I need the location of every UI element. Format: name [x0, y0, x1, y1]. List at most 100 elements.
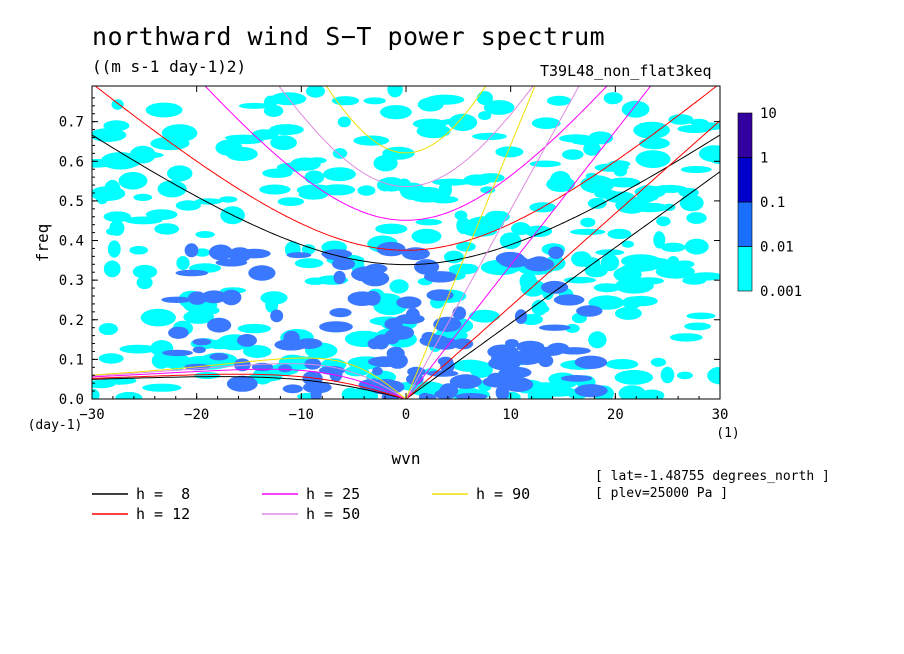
spectrum-patch: [615, 306, 642, 320]
spectrum-patch: [444, 250, 464, 264]
x-tick-label: −20: [184, 407, 209, 423]
spectrum-patch: [167, 165, 193, 182]
spectrum-patch: [560, 375, 593, 382]
spectrum-patch: [565, 323, 580, 333]
spectrum-patch: [607, 228, 632, 239]
spectrum-patch: [209, 353, 229, 361]
spectrum-patch: [707, 366, 720, 385]
spectrum-patch: [301, 244, 316, 255]
spectrum-patch: [133, 193, 153, 201]
legend-label: h = 12: [136, 505, 190, 523]
spectrum-patch: [485, 210, 510, 223]
spectrum-patch: [432, 178, 471, 186]
spectrum-patch: [462, 226, 497, 237]
spectrum-patch: [103, 120, 130, 132]
axes: −30 −20 −10 0 10 20 30 0.0 0.1 0.2 0.3 0.4 0.5 0.6 0.7…: [28, 86, 740, 468]
spectrum-patch: [669, 333, 703, 342]
spectrum-patch: [680, 166, 712, 173]
spectrum-patch: [162, 349, 193, 357]
y-tick-label: 0.1: [59, 352, 84, 368]
spectrum-patch: [472, 132, 507, 140]
dispersion-curves: [92, 86, 720, 399]
spectrum-patch: [587, 197, 607, 209]
y-tick-label: 0.2: [59, 313, 84, 329]
spectrum-patch: [384, 329, 400, 345]
colorbar-label: 0.01: [760, 240, 794, 256]
inertio-gravity-curve: [94, 86, 718, 251]
spectrum-patch: [448, 113, 478, 131]
spectrum-patch: [426, 289, 454, 301]
spectrum-patch: [364, 290, 381, 306]
inertio-gravity-curve: [325, 86, 487, 154]
spectrum-patch: [684, 322, 711, 331]
spectrum-patch: [676, 371, 693, 380]
spectrum-patch: [618, 385, 646, 399]
spectrum-patch: [710, 156, 720, 164]
y-tick-label: 0.0: [59, 392, 84, 408]
spectrum-patch: [438, 386, 452, 398]
kelvin-wave-curve: [405, 86, 536, 399]
spectrum-patch: [593, 182, 609, 193]
y-tick-label: 0.6: [59, 154, 84, 170]
spectrum-patch: [677, 124, 713, 133]
spectrum-patch: [650, 357, 667, 367]
spectrum-patch: [397, 178, 412, 194]
spectrum-patch: [593, 283, 621, 293]
spectrum-patch: [150, 136, 190, 151]
spectrum-patch: [111, 99, 124, 110]
inertio-gravity-curve: [92, 134, 720, 266]
spectrum-patch: [95, 186, 109, 205]
x-tick-label: 10: [502, 407, 519, 423]
spectrum-patch: [278, 364, 293, 373]
colorbar-swatch: [737, 112, 753, 158]
spectrum-patch: [614, 278, 654, 294]
spectrum-patch: [332, 257, 355, 271]
spectrum-patch: [569, 228, 606, 235]
spectrum-patch: [92, 128, 127, 142]
spectrum-patch: [607, 177, 641, 188]
spectrum-patch: [686, 212, 707, 224]
spectrum-patch: [168, 326, 189, 339]
spectrum-patch: [499, 232, 522, 250]
spectrum-patch: [476, 173, 505, 183]
spectrum-patch: [237, 323, 271, 334]
spectrum-patch: [226, 147, 258, 161]
spectrum-patch: [686, 312, 716, 320]
spectrum-patch: [548, 246, 564, 259]
spectrum-patch: [655, 264, 695, 279]
spectrum-patch: [615, 196, 648, 214]
x-axis-unit: (1): [716, 426, 739, 441]
spectrum-patch: [613, 166, 628, 177]
spectrum-patch: [341, 387, 360, 399]
inertio-gravity-curve: [204, 86, 608, 221]
spectrum-patch: [361, 270, 390, 287]
pressure-level-info: [ plev=25000 Pa ]: [595, 486, 729, 501]
spectrum-patch: [580, 257, 601, 268]
spectrum-patch: [562, 149, 584, 160]
spectrum-patch: [516, 344, 546, 352]
spectrum-patch: [656, 216, 671, 227]
rossby-wave-curve: [92, 357, 407, 399]
x-tick-label: 0: [402, 407, 410, 423]
spectrum-patch: [635, 150, 671, 169]
spectrum-patch: [115, 391, 143, 399]
colorbar-swatch: [737, 246, 753, 292]
spectrum-patch: [633, 121, 670, 139]
spectrum-patch: [588, 295, 625, 310]
spectrum-patch: [588, 131, 614, 145]
spectrum-patch: [624, 295, 658, 307]
spectrum-patch: [248, 265, 276, 281]
spectrum-patch: [103, 260, 121, 278]
spectrum-patch: [184, 243, 199, 258]
spectrum-patch: [389, 279, 409, 294]
spectrum-patch: [119, 344, 157, 354]
x-tick-label: 30: [712, 407, 729, 423]
spectrum-patch: [668, 114, 694, 125]
spectrum-field: [92, 86, 720, 399]
spectrum-patch: [228, 247, 252, 263]
spectrum-patch: [546, 384, 560, 397]
spectrum-patch: [375, 223, 408, 235]
spectrum-patch: [662, 203, 676, 211]
y-tick-label: 0.3: [59, 273, 84, 289]
